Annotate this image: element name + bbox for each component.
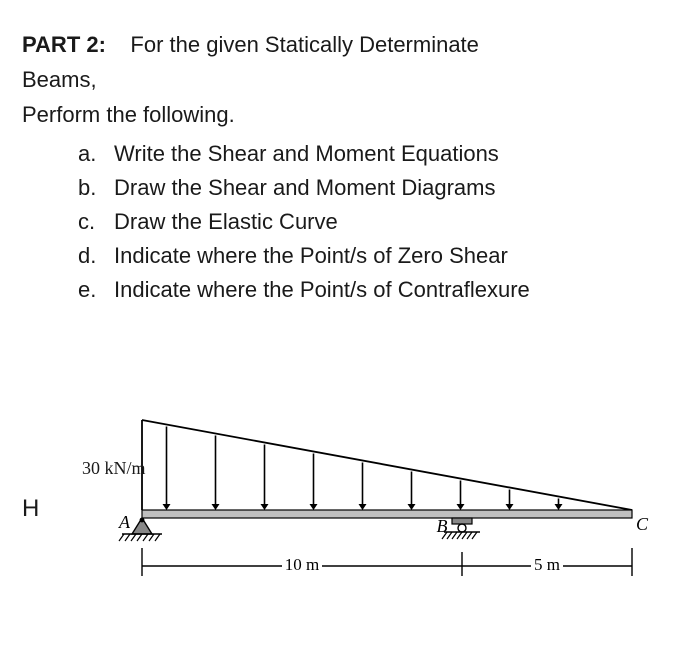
beam-figure: H 30 kN/m A B C 10 m 5 m — [22, 390, 662, 610]
part-label: PART 2: — [22, 32, 106, 57]
task-text: Draw the Shear and Moment Diagrams — [114, 175, 496, 200]
task-marker: a. — [78, 137, 114, 171]
svg-text:10 m: 10 m — [285, 555, 319, 574]
intro-text-a: For the given Statically Determinate — [130, 32, 479, 57]
task-text: Indicate where the Point/s of Contraflex… — [114, 277, 530, 302]
svg-text:C: C — [636, 514, 649, 534]
svg-text:5 m: 5 m — [534, 555, 560, 574]
task-item: c.Draw the Elastic Curve — [78, 205, 666, 239]
problem-letter: H — [22, 495, 39, 523]
header-line-2: Beams, — [22, 63, 666, 96]
svg-text:A: A — [118, 512, 131, 532]
task-item: e.Indicate where the Point/s of Contrafl… — [78, 273, 666, 307]
task-marker: b. — [78, 171, 114, 205]
task-list: a.Write the Shear and Moment Equationsb.… — [22, 137, 666, 307]
task-item: b.Draw the Shear and Moment Diagrams — [78, 171, 666, 205]
task-marker: e. — [78, 273, 114, 307]
task-text: Indicate where the Point/s of Zero Shear — [114, 243, 508, 268]
svg-text:B: B — [437, 516, 448, 536]
task-marker: c. — [78, 205, 114, 239]
task-text: Draw the Elastic Curve — [114, 209, 338, 234]
task-item: a.Write the Shear and Moment Equations — [78, 137, 666, 171]
header-line-1: PART 2: For the given Statically Determi… — [22, 28, 666, 61]
task-marker: d. — [78, 239, 114, 273]
task-item: d.Indicate where the Point/s of Zero She… — [78, 239, 666, 273]
beam-diagram-svg: A B C 10 m 5 m — [22, 390, 662, 610]
instruction-text: Perform the following. — [22, 98, 666, 131]
task-text: Write the Shear and Moment Equations — [114, 141, 499, 166]
load-value-label: 30 kN/m — [82, 458, 146, 479]
